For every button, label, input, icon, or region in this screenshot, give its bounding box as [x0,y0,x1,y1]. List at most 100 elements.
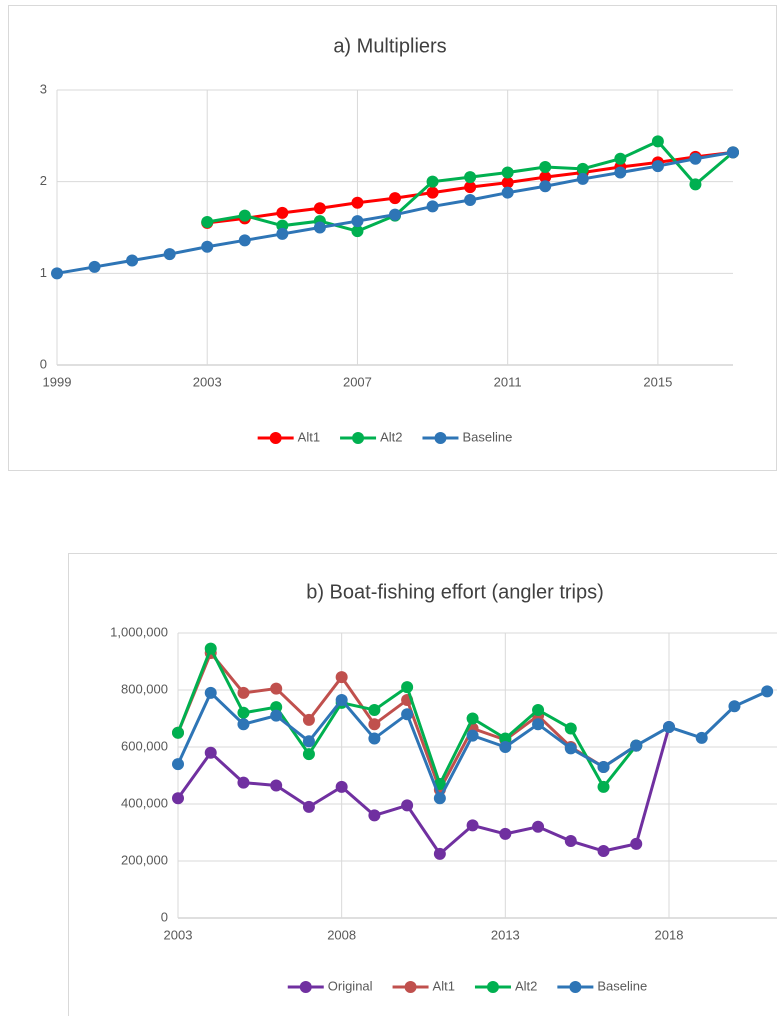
data-point [464,181,477,194]
data-point [433,847,446,860]
x-tick-label: 2013 [491,927,520,942]
data-point [237,686,250,699]
data-point [532,820,545,833]
data-point [276,206,289,219]
data-point [466,729,479,742]
legend-marker [299,981,312,993]
legend-label: Original [328,978,373,993]
data-point [539,161,552,173]
data-point [501,186,514,199]
data-point [335,671,348,684]
data-point [651,160,664,173]
data-point [302,800,315,813]
data-point [237,776,250,789]
data-point [204,746,217,759]
y-tick-label: 800,000 [121,681,168,696]
data-point [727,146,739,159]
data-point [204,686,217,699]
data-point [564,742,577,755]
y-tick-label: 0 [40,356,47,371]
y-tick-label: 3 [40,81,47,96]
data-point [614,166,627,179]
data-point [539,180,552,193]
data-point [302,713,315,726]
x-tick-label: 2015 [643,374,672,389]
x-tick-label: 2018 [655,927,684,942]
legend-marker [569,981,582,993]
data-point [464,194,477,206]
chart-title: a) Multipliers [333,35,446,57]
data-point [51,267,63,280]
data-point [201,240,214,253]
data-point [501,166,514,179]
legend-label: Alt2 [515,978,537,993]
data-point [501,176,514,189]
data-point [88,260,101,273]
data-point [630,837,643,850]
data-point [532,703,545,716]
data-point [433,792,446,805]
legend-marker [352,432,365,444]
data-point [564,835,577,848]
data-point [576,162,589,175]
data-point [597,780,610,793]
data-point [597,845,610,858]
data-point [351,225,364,238]
legend-marker [434,432,447,444]
data-point [499,827,512,840]
y-tick-label: 0 [161,909,168,924]
data-point [276,219,289,232]
legend-label: Baseline [462,429,512,444]
data-point [689,152,702,165]
data-point [564,722,577,735]
data-point [499,732,512,745]
y-tick-label: 1 [40,265,47,280]
legend-label: Alt1 [433,978,455,993]
data-point [539,171,552,184]
y-tick-label: 200,000 [121,852,168,867]
data-point [368,718,381,731]
data-point [651,135,664,148]
data-point [237,718,250,731]
legend-marker [269,432,282,444]
x-tick-label: 2011 [494,374,522,389]
data-point [276,227,289,240]
data-point [270,682,283,695]
data-point [313,221,326,234]
x-tick-label: 2003 [193,374,222,389]
y-tick-label: 600,000 [121,738,168,753]
legend-marker [404,981,417,993]
x-tick-label: 2007 [343,374,372,389]
data-point [630,739,643,752]
data-point [426,175,439,188]
data-point [695,731,708,744]
data-point [172,726,184,739]
data-point [204,642,217,655]
chart-frame [8,5,777,471]
x-tick-label: 1999 [43,374,72,389]
data-point [126,254,139,267]
data-point [464,171,477,184]
chart-frame [68,553,777,1016]
data-point [426,186,439,199]
data-point [389,192,401,205]
data-point [270,709,283,722]
data-point [689,178,702,191]
data-point [426,200,439,213]
y-tick-label: 1,000,000 [110,624,168,639]
data-point [532,718,545,731]
data-point [576,172,589,185]
data-point [614,152,627,165]
legend-label: Alt2 [380,429,402,444]
data-point [238,234,251,247]
legend-label: Baseline [597,978,647,993]
data-point [302,735,315,748]
x-tick-label: 2008 [327,927,356,942]
data-point [238,209,251,222]
data-point [466,712,479,725]
data-point [313,202,326,215]
legend-label: Alt1 [298,429,320,444]
data-point [163,248,176,261]
